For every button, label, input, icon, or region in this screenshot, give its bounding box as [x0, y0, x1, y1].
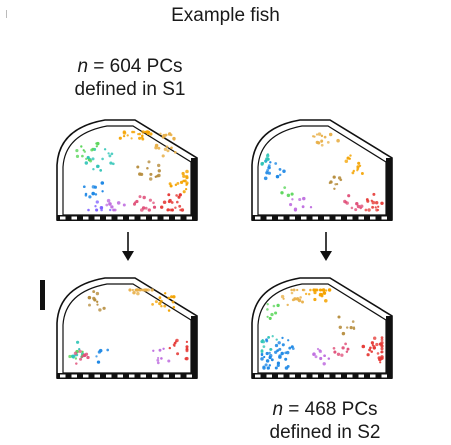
right-wall — [191, 316, 197, 378]
bottom-scale-bar — [252, 373, 392, 379]
cell-cluster — [260, 336, 295, 370]
figure-title: Example fish — [171, 5, 280, 26]
cell-cluster — [128, 288, 154, 296]
cell-cluster — [332, 342, 350, 357]
outline-inner — [62, 283, 192, 374]
cell-cluster — [280, 186, 294, 198]
cell-cluster — [132, 195, 157, 212]
bottom-label: n = 468 PCs defined in S2 — [205, 398, 445, 444]
cell-cluster — [280, 288, 306, 307]
top-label: n = 604 PCs defined in S1 — [10, 55, 250, 101]
cell-cluster — [82, 181, 105, 199]
corner-tick — [6, 10, 7, 18]
cell-cluster — [289, 196, 313, 212]
cell-cluster — [87, 290, 106, 312]
cell-cluster — [328, 175, 343, 191]
bottom-scale-bar — [57, 215, 197, 221]
cell-cluster — [168, 169, 189, 194]
cell-cluster — [343, 194, 364, 212]
cell-cluster — [364, 192, 384, 212]
cell-cluster — [361, 336, 384, 364]
cell-cluster — [87, 200, 112, 212]
cell-cluster — [105, 198, 126, 212]
cell-cluster — [95, 348, 110, 364]
cell-cluster — [136, 160, 161, 181]
defined-s2: defined in S2 — [269, 422, 381, 443]
brain-map-s1-cells-session1 — [56, 119, 198, 221]
brain-map-s1-cells-session2 — [56, 277, 198, 379]
cell-cluster — [151, 292, 176, 312]
n-symbol-s1: n — [77, 56, 89, 77]
outline-outer — [56, 277, 198, 379]
outline-inner — [257, 283, 387, 374]
n-symbol-s2: n — [272, 399, 284, 420]
cell-cluster — [312, 347, 331, 366]
cell-cluster — [118, 130, 153, 141]
cell-cluster — [344, 154, 364, 175]
cell-cluster — [168, 338, 189, 361]
cell-cluster — [154, 132, 177, 158]
cell-cluster — [311, 132, 340, 147]
cell-cluster — [337, 315, 356, 336]
outline-outer — [251, 277, 393, 379]
down-arrow-left — [122, 232, 134, 261]
outline-inner — [62, 125, 192, 216]
scale-bar — [40, 280, 45, 310]
cell-cluster — [160, 193, 185, 212]
cell-cluster — [152, 347, 171, 365]
count-s2: = 468 PCs — [283, 399, 378, 420]
down-arrow-right — [320, 232, 332, 261]
cell-cluster — [73, 349, 90, 365]
outline-inner — [257, 125, 387, 216]
outline-outer — [56, 119, 198, 221]
count-s1: = 604 PCs — [88, 56, 183, 77]
cell-cluster — [75, 141, 100, 163]
cell-cluster — [260, 153, 270, 166]
bottom-scale-bar — [57, 373, 197, 379]
right-wall — [386, 316, 392, 378]
defined-s1: defined in S1 — [74, 79, 186, 100]
cell-cluster — [304, 288, 332, 303]
right-wall — [386, 158, 392, 220]
cell-cluster — [266, 303, 280, 320]
bottom-scale-bar — [252, 215, 392, 221]
brain-map-s2-cells-session1 — [251, 119, 393, 221]
cell-cluster — [260, 335, 278, 354]
right-wall — [191, 158, 197, 220]
brain-map-s2-cells-session2 — [251, 277, 393, 379]
